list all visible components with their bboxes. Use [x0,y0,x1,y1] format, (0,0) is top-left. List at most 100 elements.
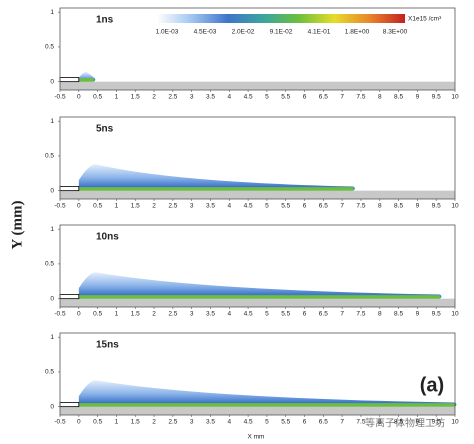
x-tick-label: 0 [77,94,81,101]
x-tick-label: 4 [227,203,231,210]
ground [60,190,455,199]
colorbar-label: 2.0E-02 [232,29,255,36]
electrode [59,77,80,83]
x-tick-label: 6 [303,94,307,101]
x-tick-label: 5.5 [281,419,290,426]
electrode [59,186,80,192]
x-tick-label: 1.5 [131,419,140,426]
x-tick-label: 8.5 [394,94,403,101]
x-tick-label: 1 [115,94,119,101]
x-tick-label: 4.5 [244,311,253,318]
x-tick-label: 2.5 [168,419,177,426]
x-tick-label: 6.5 [319,94,328,101]
x-tick-label: -0.5 [54,419,66,426]
x-tick-label: 4 [227,94,231,101]
x-tick-label: 4.5 [244,419,253,426]
y-tick-label: 0.5 [45,44,54,51]
plot-frame [59,224,456,308]
x-tick-label: 3 [190,203,194,210]
x-tick-label: 2 [152,203,156,210]
x-tick-label: 2 [152,419,156,426]
x-tick-label: 1.5 [131,203,140,210]
y-axis-label: Y (mm) [9,200,25,249]
x-tick-label: 0 [77,419,81,426]
x-tick-label: 1 [115,311,119,318]
y-tick-label: 0.5 [45,261,54,268]
y-tick-label: 0 [50,78,54,85]
x-tick-label: 7 [340,94,344,101]
x-tick-label: 1 [115,203,119,210]
x-tick-label: 0 [77,311,81,318]
x-tick-label: 5 [265,94,269,101]
colorbar-label: 4.5E-03 [194,29,217,36]
x-tick-label: 9 [416,419,420,426]
x-tick-label: 9 [416,203,420,210]
x-tick-label: 0.5 [93,203,102,210]
x-tick-label: 6 [303,203,307,210]
x-tick-label: 9.5 [432,203,441,210]
x-tick-label: 5 [265,311,269,318]
x-tick-label: 0.5 [93,311,102,318]
x-tick-label: -0.5 [54,311,66,318]
x-tick-label: 4.5 [244,203,253,210]
y-tick-label: 0 [50,403,54,410]
x-tick-label: 6.5 [319,419,328,426]
y-tick-label: 1 [50,334,54,341]
colorbar-label: 1.0E-03 [156,29,179,36]
colorbar-label: 4.1E-01 [308,29,331,36]
y-tick-label: 0 [50,295,54,302]
x-tick-label: 6 [303,419,307,426]
y-tick-label: 1 [50,9,54,16]
streamer [78,272,442,299]
electrode [59,294,80,300]
x-tick-label: 8.5 [394,311,403,318]
x-tick-label: 3.5 [206,94,215,101]
x-tick-label: 2.5 [168,311,177,318]
x-tick-label: 10 [451,94,459,101]
x-tick-label: 6 [303,311,307,318]
ground [60,298,455,307]
colorbar-label: 9.1E-02 [270,29,293,36]
colorbar [157,14,405,23]
plot-frame [59,332,456,416]
panel-time: 1ns [96,15,114,26]
x-tick-label: 8 [378,311,382,318]
ground [60,406,455,415]
streamer-core [78,78,94,82]
panel-time: 10ns [96,232,119,243]
x-tick-label: 2.5 [168,203,177,210]
x-axis-label: X mm [248,434,265,441]
x-tick-label: 7 [340,203,344,210]
x-tick-label: 10 [451,203,459,210]
plot-frame [59,116,456,200]
streamer-core [78,295,440,299]
electrode [59,402,80,408]
x-tick-label: 7.5 [356,94,365,101]
x-tick-label: 8.5 [394,419,403,426]
x-tick-label: 0 [77,203,81,210]
x-tick-label: 6.5 [319,203,328,210]
x-tick-label: 9.5 [432,311,441,318]
x-tick-label: 1.5 [131,311,140,318]
x-tick-label: 7.5 [356,311,365,318]
x-tick-label: 8.5 [394,203,403,210]
x-tick-label: -0.5 [54,203,66,210]
watermark: 等离子体物理工坊 [365,417,445,430]
x-tick-label: 5 [265,203,269,210]
x-tick-label: 3 [190,419,194,426]
y-tick-label: 0.5 [45,153,54,160]
x-tick-label: 7 [340,419,344,426]
x-tick-label: 3.5 [206,311,215,318]
streamer [78,164,355,191]
x-tick-label: 2 [152,94,156,101]
x-tick-label: 8 [378,203,382,210]
x-tick-label: -0.5 [54,94,66,101]
x-tick-label: 7 [340,311,344,318]
x-tick-label: 9 [416,311,420,318]
x-tick-label: 4 [227,311,231,318]
x-tick-label: 5.5 [281,203,290,210]
colorbar-label: 8.3E+00 [383,29,408,36]
x-tick-label: 3.5 [206,419,215,426]
x-tick-label: 10 [451,419,459,426]
